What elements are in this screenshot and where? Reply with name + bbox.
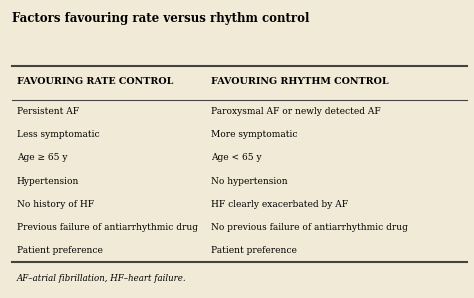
Text: Less symptomatic: Less symptomatic — [17, 130, 99, 139]
Text: Patient preference: Patient preference — [211, 246, 297, 255]
Text: Previous failure of antiarrhythmic drug: Previous failure of antiarrhythmic drug — [17, 223, 198, 232]
Text: Persistent AF: Persistent AF — [17, 107, 79, 116]
Text: Hypertension: Hypertension — [17, 176, 79, 186]
Text: FAVOURING RHYTHM CONTROL: FAVOURING RHYTHM CONTROL — [211, 77, 389, 86]
Text: Age < 65 y: Age < 65 y — [211, 153, 262, 162]
Text: Age ≥ 65 y: Age ≥ 65 y — [17, 153, 67, 162]
Text: More symptomatic: More symptomatic — [211, 130, 297, 139]
Text: FAVOURING RATE CONTROL: FAVOURING RATE CONTROL — [17, 77, 173, 86]
Text: Factors favouring rate versus rhythm control: Factors favouring rate versus rhythm con… — [12, 12, 309, 25]
Text: No history of HF: No history of HF — [17, 200, 94, 209]
Text: Paroxysmal AF or newly detected AF: Paroxysmal AF or newly detected AF — [211, 107, 381, 116]
Text: Patient preference: Patient preference — [17, 246, 102, 255]
Text: HF clearly exacerbated by AF: HF clearly exacerbated by AF — [211, 200, 348, 209]
Text: No hypertension: No hypertension — [211, 176, 288, 186]
Text: No previous failure of antiarrhythmic drug: No previous failure of antiarrhythmic dr… — [211, 223, 408, 232]
Text: AF–atrial fibrillation, HF–heart failure.: AF–atrial fibrillation, HF–heart failure… — [17, 274, 186, 283]
